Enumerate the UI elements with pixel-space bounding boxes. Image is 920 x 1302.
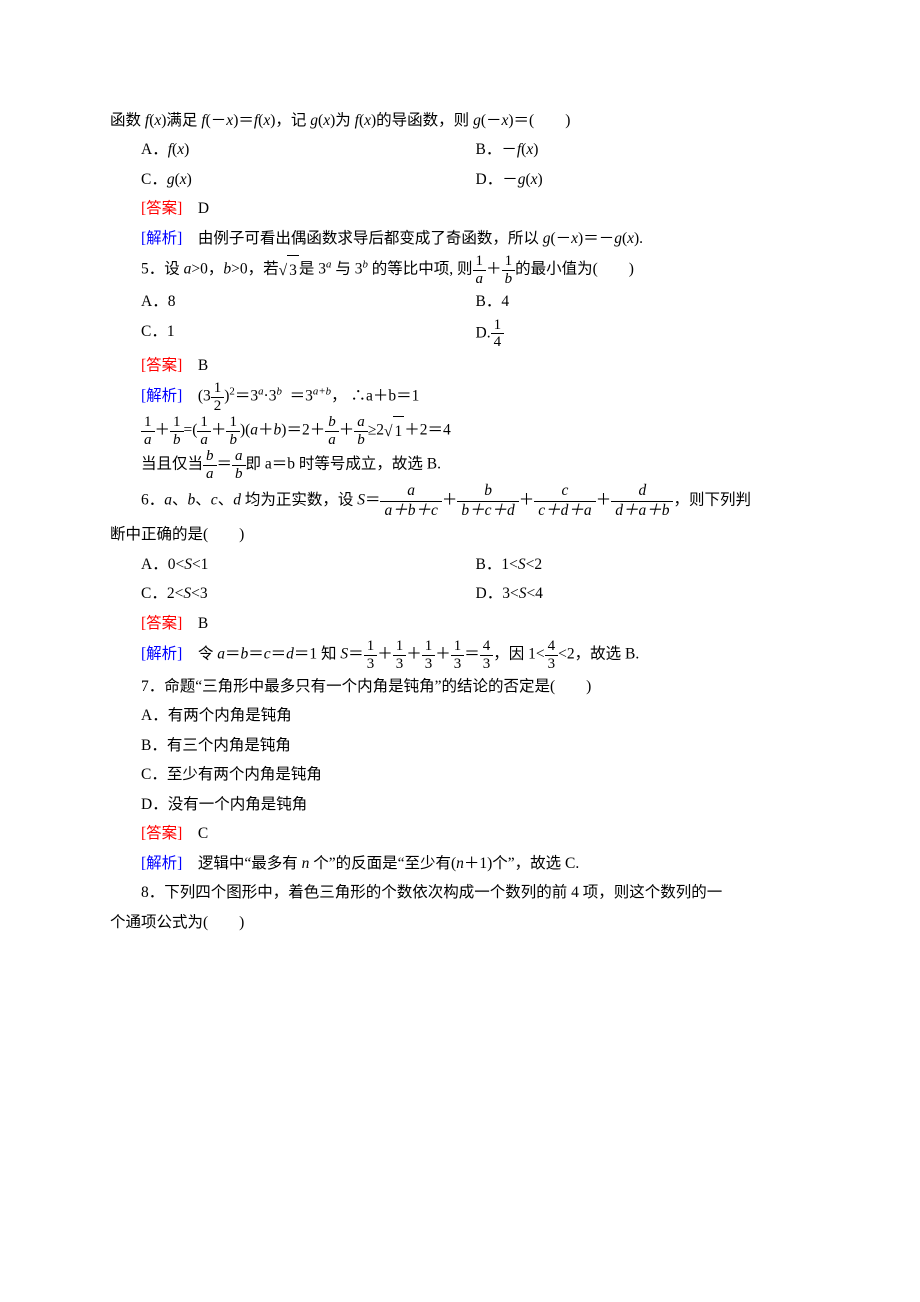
q4-opt-b: B．－f(x) [476, 135, 811, 164]
q4-analysis: [解析] 由例子可看出偶函数求导后都变成了奇函数，所以 g(－x)＝－g(x). [110, 224, 810, 253]
analysis-label: [解析] [141, 230, 182, 247]
q6-analysis: [解析] 令 a＝b＝c＝d＝1 知 S＝13＋13＋13＋13＝43，因 1<… [110, 638, 810, 672]
q6-stem-l2: 断中正确的是( ) [110, 520, 810, 549]
answer-label: [答案] [141, 200, 182, 217]
q7-opt-b: B．有三个内角是钝角 [110, 731, 810, 760]
q4-opt-d: D．－g(x) [476, 165, 811, 194]
q7-stem: 7．命题“三角形中最多只有一个内角是钝角”的结论的否定是( ) [110, 672, 810, 701]
q6-answer: [答案] B [110, 609, 810, 638]
sup-a: a [326, 259, 331, 271]
q8-stem-l2: 个通项公式为( ) [110, 908, 810, 937]
q4-opt-c: C．g(x) [141, 165, 476, 194]
sqrt-3: 3 [287, 255, 299, 285]
q5-opt-c: C．1 [141, 317, 476, 351]
q6-opt-b: B．1<S<2 [476, 550, 811, 579]
q7-answer: [答案] C [110, 819, 810, 848]
q5-analysis-l1: [解析] (312)2＝3a·3b ＝3a+b， ∴a＋b＝1 [110, 380, 810, 414]
q6-opt-a: A．0<S<1 [141, 550, 476, 579]
q5-stem: 5．设 a>0，b>0，若√3是 3a 与 3b 的等比中项, 则1a＋1b的最… [110, 253, 810, 287]
q4-answer-value: D [198, 200, 209, 217]
q5-analysis-l3: 当且仅当ba＝ab即 a＝b 时等号成立，故选 B. [110, 448, 810, 482]
q7-opt-c: C．至少有两个内角是钝角 [110, 760, 810, 789]
q5-opt-a: A．8 [141, 287, 476, 316]
q5-opt-b: B．4 [476, 287, 811, 316]
q4-answer: [答案] D [110, 194, 810, 223]
q8-stem-l1: 8．下列四个图形中，着色三角形的个数依次构成一个数列的前 4 项，则这个数列的一 [110, 878, 810, 907]
q5-analysis-l2: 1a＋1b=(1a＋1b)(a＋b)＝2＋ba＋ab≥2√1＋2＝4 [110, 414, 810, 448]
sup-b: b [362, 259, 367, 271]
q4-opt-a: A．f(x) [141, 135, 476, 164]
q7-opt-d: D．没有一个内角是钝角 [110, 790, 810, 819]
q5-opt-d: D.14 [476, 317, 811, 351]
q5-prefix: 5．设 [141, 261, 184, 278]
q7-opt-a: A．有两个内角是钝角 [110, 701, 810, 730]
q6-opt-c: C．2<S<3 [141, 579, 476, 608]
q5-answer: [答案] B [110, 351, 810, 380]
q7-analysis: [解析] 逻辑中“最多有 n 个”的反面是“至少有(n＋1)个”，故选 C. [110, 849, 810, 878]
q6-stem-l1: 6．a、b、c、d 均为正实数，设 S＝aa＋b＋c＋bb＋c＋d＋cc＋d＋a… [110, 482, 810, 520]
q4-stem: 函数 f(x)满足 f(－x)＝f(x)，记 g(x)为 f(x)的导函数，则 … [110, 106, 810, 135]
q6-opt-d: D．3<S<4 [476, 579, 811, 608]
